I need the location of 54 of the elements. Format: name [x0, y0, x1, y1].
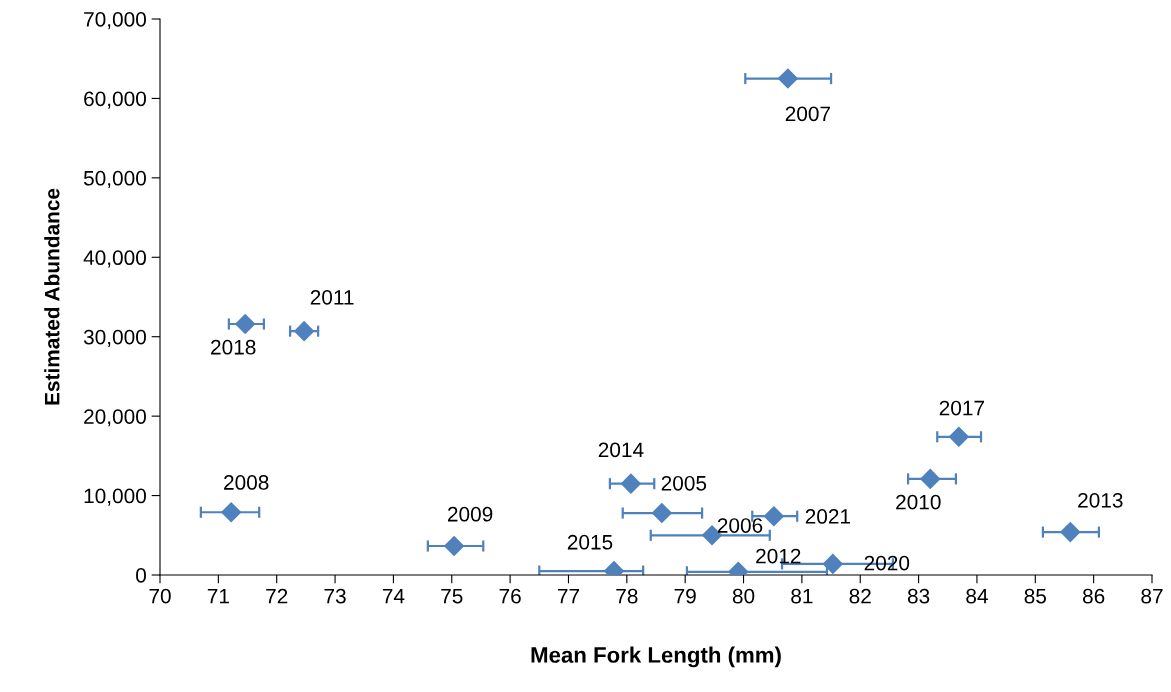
point [763, 505, 785, 527]
y-axis-title: Estimated Abundance [44, 188, 60, 405]
point [234, 313, 256, 335]
point [220, 501, 242, 523]
annotation: 2009 [447, 506, 493, 522]
annotation: 2018 [211, 339, 256, 355]
annotation: 2021 [805, 509, 851, 524]
x-tick-label: 78 [616, 588, 638, 604]
x-tick-label: 86 [1082, 588, 1105, 604]
point [1060, 521, 1081, 543]
x-tick-label: 83 [907, 588, 930, 604]
y-tick-label: 0 [136, 568, 146, 583]
annotation: 2013 [1078, 492, 1123, 508]
y-tick-label: 50,000 [83, 170, 146, 189]
x-tick-label: 82 [849, 588, 871, 604]
x-tick-label: 85 [1024, 588, 1047, 604]
point [948, 426, 970, 448]
x-tick-label: 70 [149, 588, 171, 604]
annotation: 2014 [598, 442, 644, 458]
x-tick-label: 80 [732, 588, 755, 604]
x-tick-label: 76 [499, 588, 521, 604]
point [293, 320, 315, 342]
x-tick-label: 84 [966, 588, 988, 604]
x-tick-label: 79 [674, 588, 696, 604]
point [620, 473, 642, 494]
y-tick-label: 20,000 [84, 409, 146, 427]
x-tick-label: 73 [324, 588, 346, 604]
x-tick-label: 81 [791, 588, 813, 604]
y-tick-label: 60,000 [84, 91, 146, 109]
x-tick-label: 77 [557, 588, 580, 604]
y-tick-label: 10,000 [84, 488, 146, 506]
annotation: 2011 [310, 289, 354, 305]
annotation: 2015 [567, 534, 613, 550]
x-tick-label: 74 [382, 588, 405, 604]
point [443, 535, 465, 557]
annotation: 2007 [785, 106, 831, 122]
annotation: 2017 [939, 400, 984, 416]
x-tick-label: 75 [441, 588, 463, 604]
annotation: 2012 [756, 548, 801, 564]
x-tick-label: 87 [1141, 588, 1163, 604]
x-tick-label: 71 [207, 588, 229, 604]
y-tick-label: 40,000 [83, 250, 146, 268]
point [822, 553, 844, 575]
annotation: 2008 [224, 475, 269, 490]
point [651, 502, 673, 524]
y-tick-label: 30,000 [83, 329, 146, 347]
point [919, 468, 941, 490]
annotation: 2005 [661, 475, 707, 491]
y-tick-label: 70,000 [84, 12, 146, 30]
annotation: 2006 [717, 518, 763, 533]
annotation: 2010 [896, 494, 941, 510]
x-tick-label: 72 [266, 588, 288, 604]
x-axis-title: Mean Fork Length (mm) [531, 646, 781, 668]
point [777, 68, 799, 89]
